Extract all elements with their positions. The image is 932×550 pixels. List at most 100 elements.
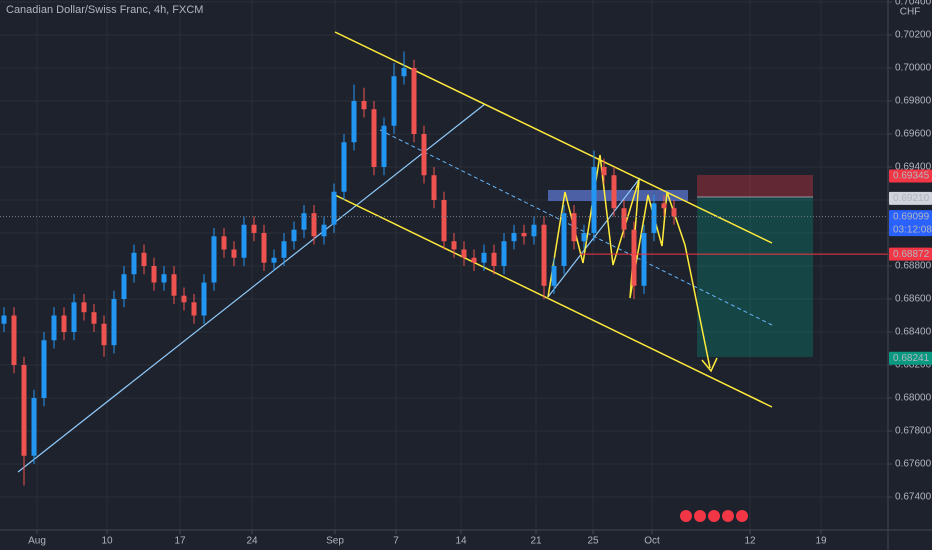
candle-body (101, 323, 107, 346)
candle-body (41, 340, 47, 398)
candle-body (441, 199, 447, 242)
channel-upper (334, 31, 773, 244)
x-tick-label: Sep (326, 536, 344, 547)
candle-body (601, 166, 607, 176)
candle-body (641, 232, 647, 286)
candle-body (361, 100, 367, 110)
y-tick-label: 0.69400 (895, 162, 932, 173)
arrow-head (701, 357, 718, 373)
candle-body (271, 257, 277, 263)
candle-body (61, 315, 67, 332)
candle-body (231, 249, 237, 258)
price-axis (888, 0, 932, 550)
candle-body (201, 282, 207, 316)
price-tag (889, 247, 932, 261)
grid (0, 0, 888, 530)
y-tick-label: 0.67800 (895, 426, 932, 437)
y-tick-label: 0.69600 (895, 129, 932, 140)
candle-body (321, 224, 327, 237)
candle-body (161, 274, 167, 283)
y-tick-label: 0.67600 (895, 459, 932, 470)
candle-body (251, 224, 257, 233)
price-tag-countdown: 03:12:08 (893, 224, 932, 235)
price-tag-label: 0.68241 (893, 353, 930, 364)
x-tick-label: 19 (815, 536, 827, 547)
price-tag (889, 191, 932, 205)
candle-body (121, 274, 127, 299)
candle-body (591, 166, 597, 233)
candle-body (331, 191, 337, 225)
x-tick-label: 12 (744, 536, 756, 547)
candle-body (141, 252, 147, 266)
candle-body (261, 232, 267, 263)
candle-body (151, 265, 157, 283)
candle-body (431, 175, 437, 200)
candle-body (671, 208, 677, 217)
candle-body (391, 76, 397, 126)
y-tick-label: 0.68200 (895, 360, 932, 371)
candle-body (401, 67, 407, 77)
currency-label: CHF (900, 7, 921, 18)
candle-body (571, 213, 577, 242)
candle-body (651, 203, 657, 233)
price-tag (889, 210, 932, 237)
candle-body (581, 232, 587, 242)
candle-body (281, 241, 287, 258)
candle-body (351, 100, 357, 143)
trend-line (17, 103, 486, 473)
candle-body (661, 203, 667, 209)
candle-body (551, 265, 557, 286)
price-tag (889, 351, 932, 365)
y-tick-label: 0.68600 (895, 294, 932, 305)
y-tick-label: 0.68400 (895, 327, 932, 338)
candle-body (451, 241, 457, 250)
candle-body (511, 232, 517, 242)
candle-body (481, 252, 487, 263)
candle-body (211, 236, 217, 283)
target-zone (697, 197, 813, 357)
resistance-zone (548, 190, 688, 201)
candle-body (221, 236, 227, 250)
price-tag (889, 169, 932, 183)
y-tick-label: 0.69800 (895, 96, 932, 107)
candle-body (91, 312, 97, 324)
y-tick-label: 0.70000 (895, 63, 932, 74)
candle-body (491, 252, 497, 266)
x-tick-label: 17 (174, 536, 186, 547)
candle-body (531, 224, 537, 237)
candle-body (191, 302, 197, 316)
candle-body (541, 224, 547, 286)
channel-lower (334, 194, 773, 408)
candle-body (381, 125, 387, 167)
candle-body (241, 224, 247, 258)
candle-body (621, 208, 627, 230)
candle-body (11, 315, 17, 365)
x-tick-label: 7 (393, 536, 399, 547)
x-tick-label: 10 (101, 536, 113, 547)
candle-body (81, 302, 87, 313)
candle-body (521, 232, 527, 237)
price-tag-label: 0.69099 (893, 211, 930, 222)
candle-body (461, 249, 467, 258)
candle-body (1, 315, 7, 324)
candle-body (171, 274, 177, 296)
y-tick-label: 0.70200 (895, 30, 932, 41)
candle-body (291, 229, 297, 242)
candle-body (111, 298, 117, 346)
x-tick-label: 21 (530, 536, 542, 547)
candle-body (31, 397, 37, 456)
x-tick-label: Oct (644, 536, 660, 547)
y-tick-label: 0.70400 (895, 0, 932, 8)
candle-body (181, 295, 187, 303)
stop-zone (697, 175, 813, 197)
candle-body (501, 241, 507, 266)
chart-title: Canadian Dollar/Swiss Franc, 4h, FXCM (6, 4, 203, 16)
drawings (17, 31, 813, 473)
candle-body (311, 213, 317, 237)
price-tag-label: 0.69345 (893, 171, 930, 182)
x-tick-label: 25 (587, 536, 599, 547)
y-tick-label: 0.68000 (895, 393, 932, 404)
candle-body (631, 229, 637, 286)
